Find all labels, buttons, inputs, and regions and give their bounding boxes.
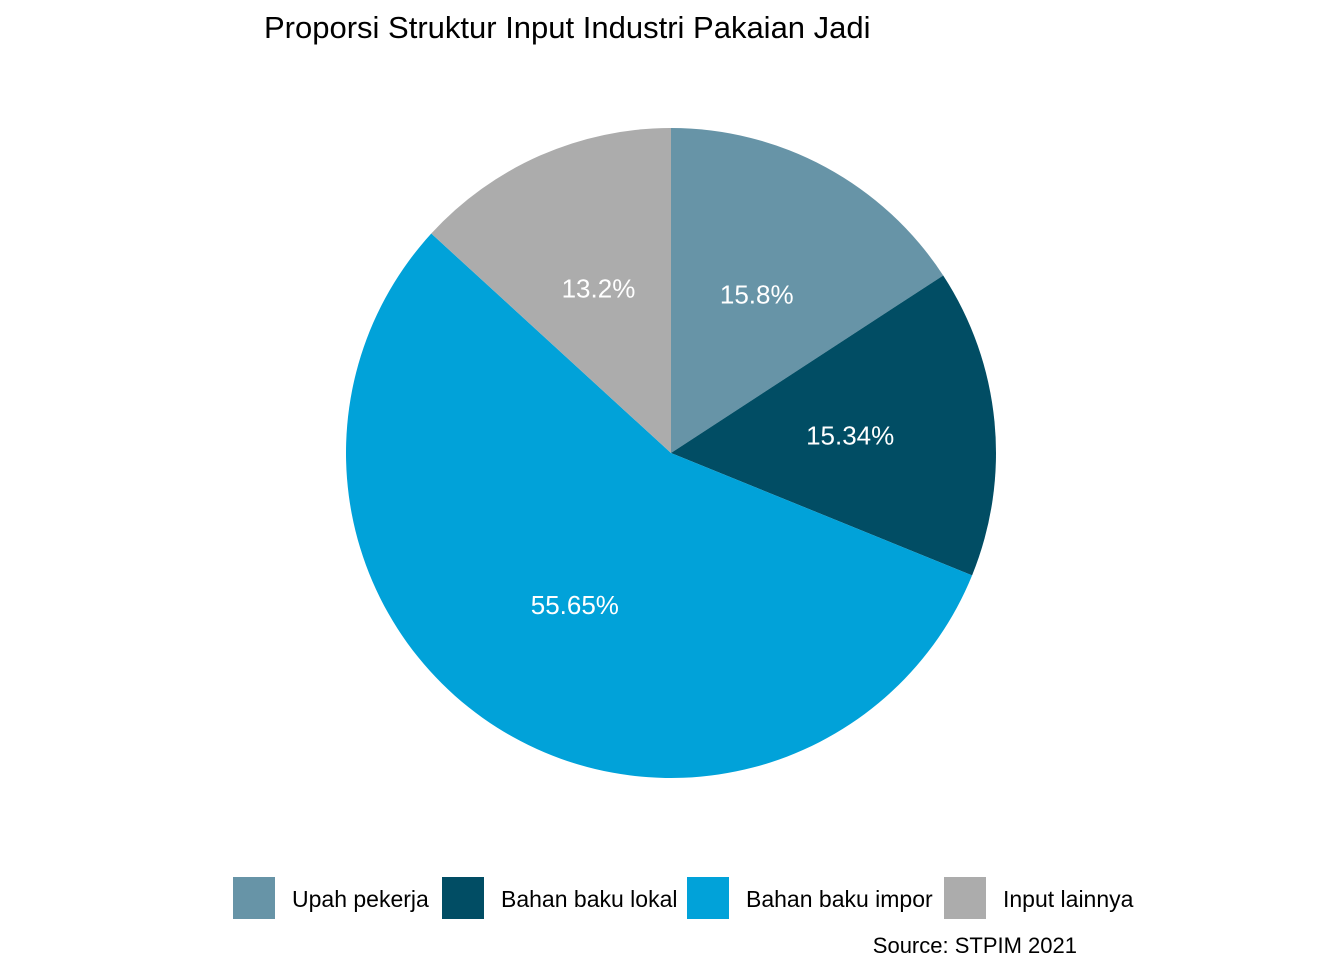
legend-key-input-lainnya: [944, 877, 986, 919]
pie-slice-bahan-baku-impor: [346, 233, 973, 778]
legend-label-bahan-baku-lokal: Bahan baku lokal: [501, 886, 678, 912]
pie-label-bahan-baku-impor: 55.65%: [531, 590, 619, 620]
legend-label-input-lainnya: Input lainnya: [1003, 886, 1134, 912]
pie-slice-input-lainnya: [431, 128, 671, 453]
legend-key-bahan-baku-lokal: [442, 877, 484, 919]
legend-key-upah-pekerja: [233, 877, 275, 919]
pie-slice-upah-pekerja: [671, 128, 944, 453]
source-caption: Source: STPIM 2021: [872, 933, 1077, 958]
legend-label-bahan-baku-impor: Bahan baku impor: [746, 886, 933, 912]
pie-label-input-lainnya: 13.2%: [562, 273, 636, 303]
chart-title: Proporsi Struktur Input Industri Pakaian…: [264, 10, 871, 45]
pie-chart: 15.8% 15.34% 55.65% 13.2%: [346, 128, 996, 778]
pie-slices: [346, 128, 996, 778]
pie-labels: 15.8% 15.34% 55.65% 13.2%: [531, 273, 895, 620]
legend-key-bahan-baku-impor: [687, 877, 729, 919]
pie-label-bahan-baku-lokal: 15.34%: [806, 421, 894, 451]
legend-label-upah-pekerja: Upah pekerja: [292, 886, 429, 912]
pie-label-upah-pekerja: 15.8%: [720, 280, 794, 310]
pie-slice-bahan-baku-lokal: [671, 275, 996, 576]
